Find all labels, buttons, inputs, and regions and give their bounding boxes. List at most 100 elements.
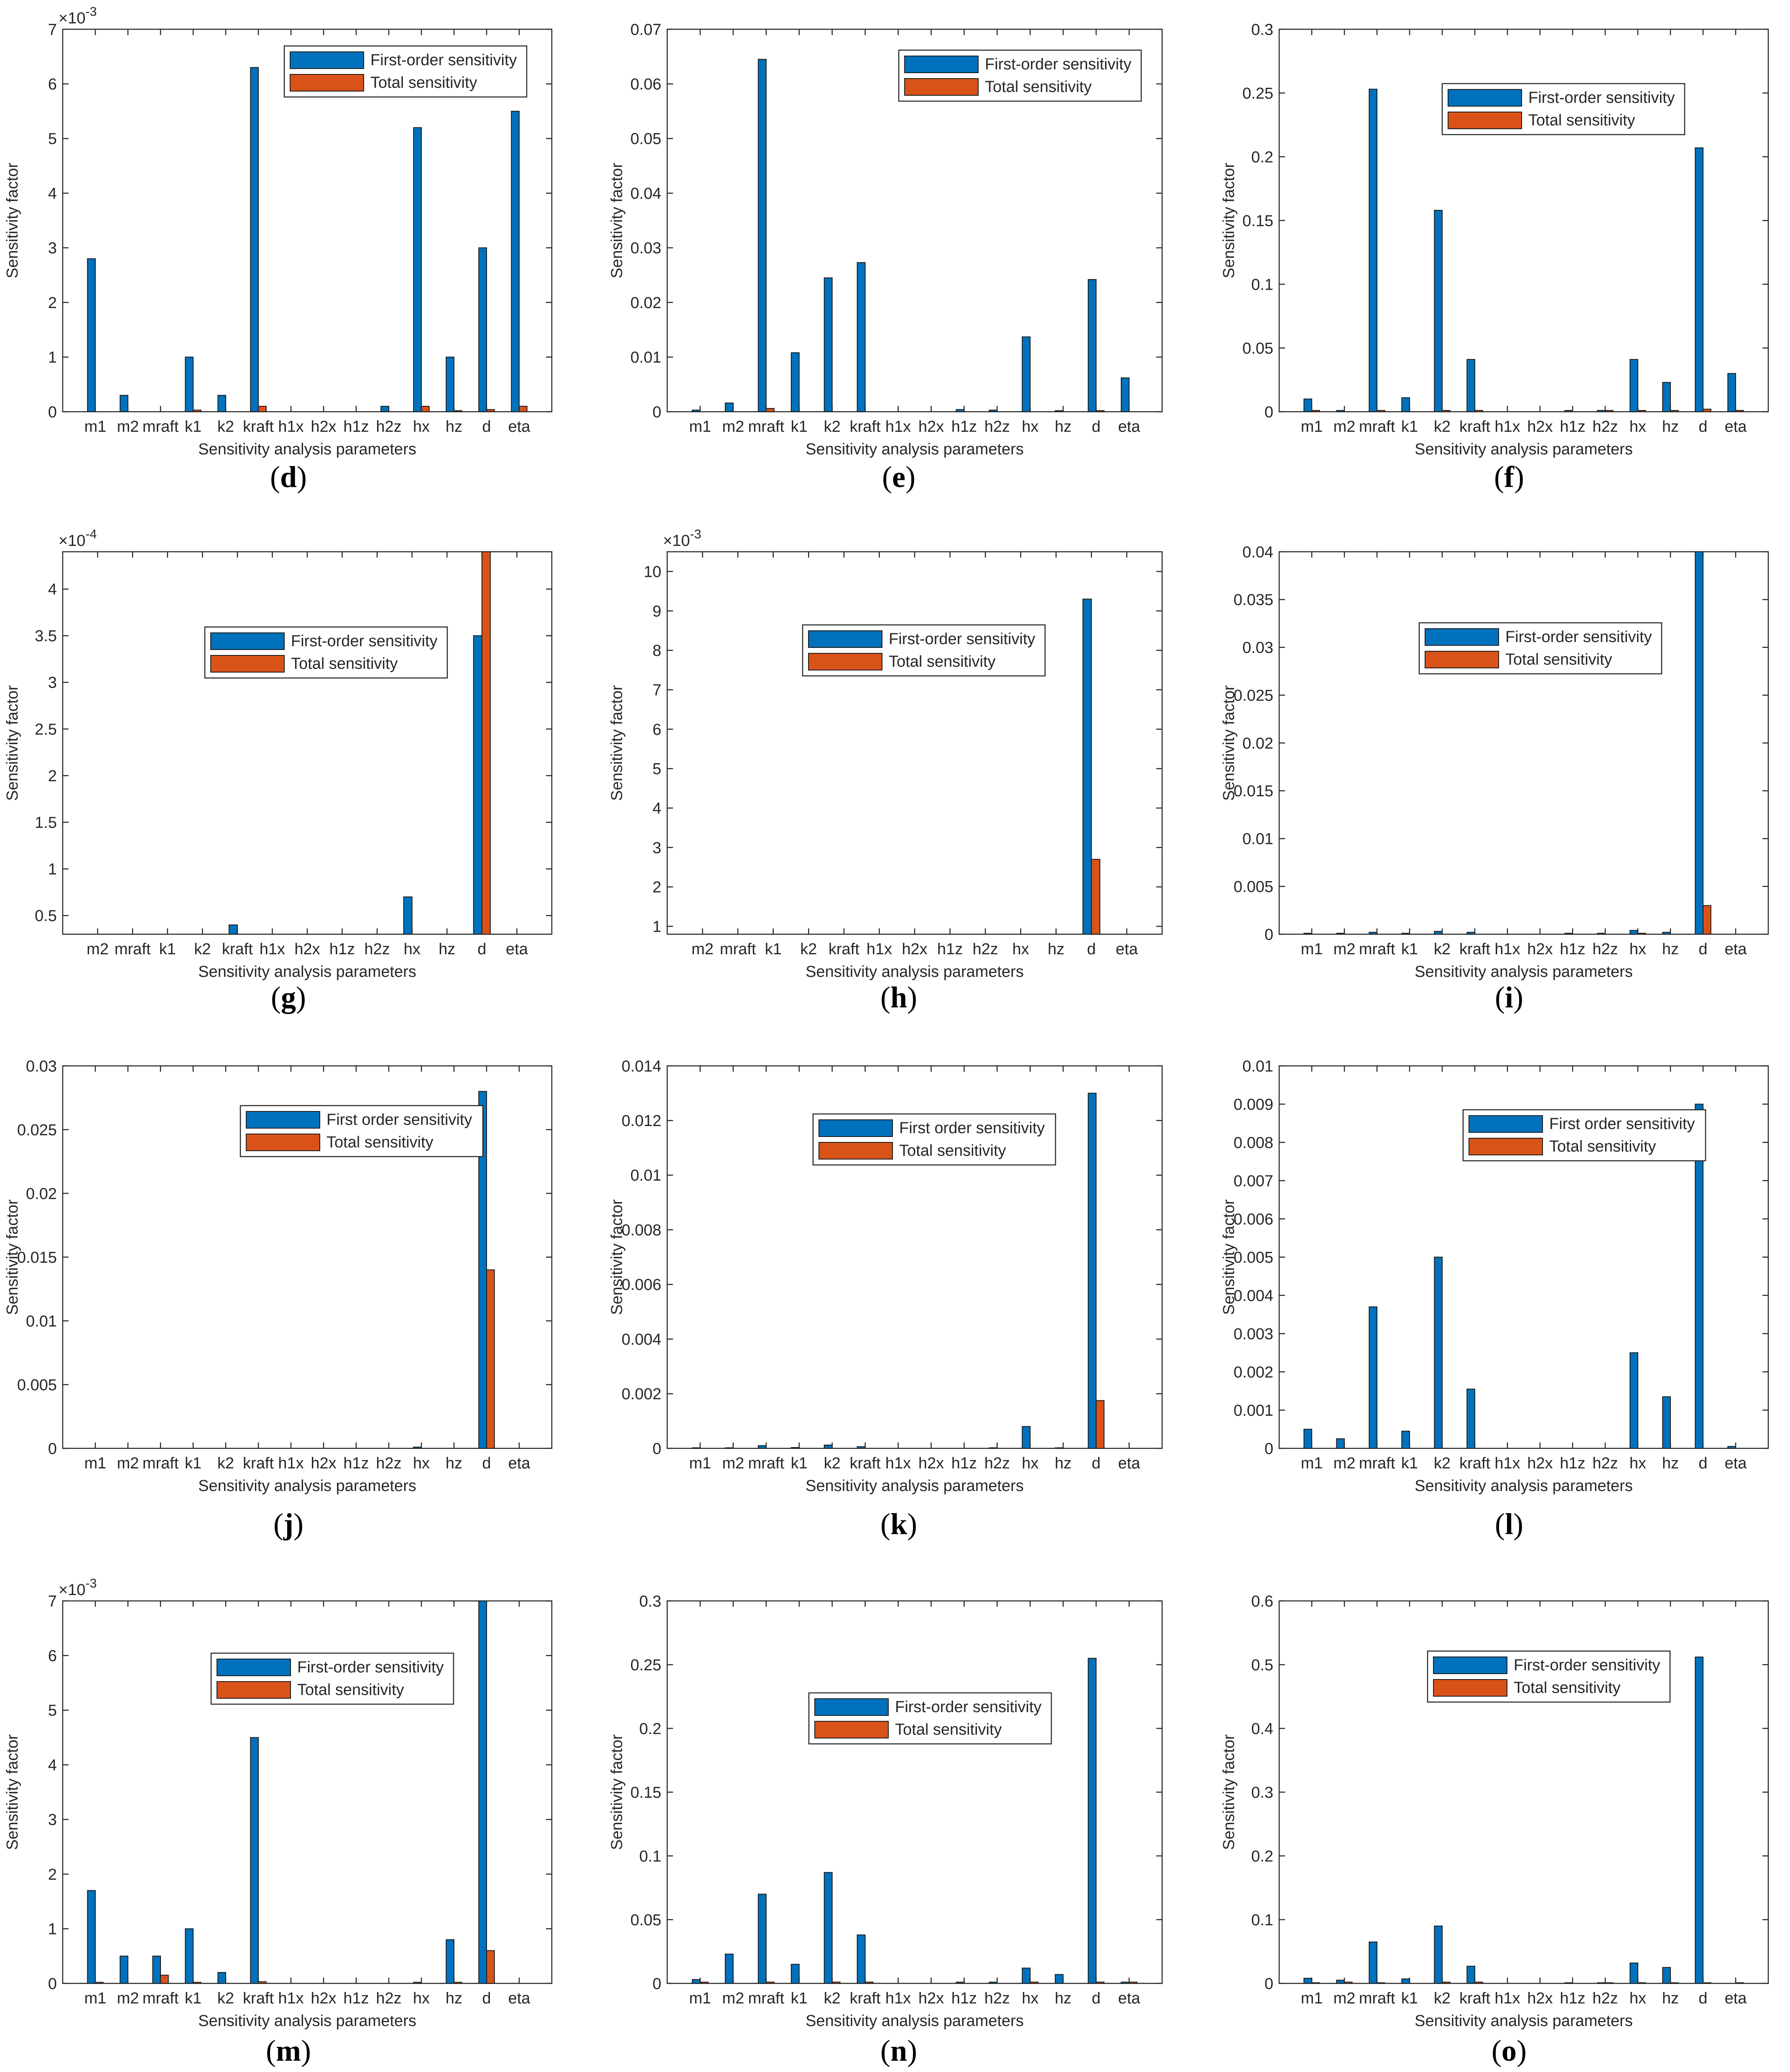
bar-total-hx — [1637, 410, 1646, 413]
x-tick-label: k1 — [1401, 1990, 1418, 2007]
x-tick-label: kraft — [243, 1990, 274, 2007]
y-tick-label: 0.006 — [622, 1276, 661, 1294]
x-tick-label: h2x — [918, 1990, 944, 2007]
x-tick-label: k2 — [824, 1990, 841, 2007]
legend-swatch-first-order — [290, 51, 364, 69]
legend-label: Total sensitivity — [297, 1681, 404, 1699]
x-tick-label: h1z — [343, 1990, 369, 2007]
bar-first-order-h2z — [1597, 410, 1606, 413]
y-tick-label: 0 — [48, 1975, 57, 1993]
bar-first-order-k1 — [1401, 397, 1410, 413]
x-tick-label: mraft — [748, 418, 785, 436]
x-tick-label: hz — [446, 418, 462, 436]
bar-first-order-mraft — [757, 1445, 767, 1449]
bar-first-order-k2 — [1434, 1925, 1443, 1984]
x-tick-label: eta — [1118, 1990, 1141, 2007]
bar-first-order-eta — [1121, 377, 1130, 413]
x-tick-label: k2 — [824, 1455, 841, 1472]
x-tick-label: hx — [1629, 940, 1646, 958]
bar-first-order-hz — [446, 357, 455, 412]
x-tick-label: h1x — [1494, 940, 1520, 958]
x-tick-label: m1 — [84, 1455, 107, 1472]
y-tick-label: 5 — [48, 1702, 57, 1720]
y-axis-title: Sensitivity factor — [4, 1734, 21, 1850]
x-tick-label: hx — [1022, 1990, 1038, 2007]
x-axis-title: Sensitivity analysis parameters — [198, 441, 416, 458]
bar-first-order-d — [1695, 551, 1704, 935]
bar-total-kraft — [258, 405, 267, 413]
x-tick-label: h1z — [1560, 418, 1585, 436]
legend-label: Total sensitivity — [1505, 651, 1612, 668]
bar-total-k2 — [1442, 1981, 1451, 1984]
x-tick-label: h1z — [1560, 1990, 1585, 2007]
legend: First-order sensitivity Total sensitivity — [1427, 1650, 1671, 1703]
bar-first-order-k1 — [1401, 1978, 1410, 1984]
legend: First-order sensitivity Total sensitivity — [898, 49, 1142, 102]
bar-first-order-m2 — [120, 1955, 128, 1984]
x-tick-label: k2 — [1434, 1990, 1451, 2007]
x-tick-label: eta — [1118, 1455, 1141, 1472]
bar-first-order-k1 — [185, 357, 194, 412]
bar-first-order-h2z — [1597, 933, 1606, 935]
panel-caption: (k) — [880, 1507, 917, 1541]
x-tick-label: h1z — [329, 940, 355, 958]
caption-letter: o — [1502, 2034, 1517, 2067]
bar-first-order-d — [1695, 1104, 1704, 1449]
bar-first-order-hx — [413, 127, 422, 412]
caption-paren-open: ( — [266, 2034, 276, 2067]
x-tick-label: k1 — [791, 418, 808, 436]
y-tick-label: 0.05 — [1242, 340, 1273, 357]
x-tick-label: mraft — [748, 1990, 785, 2007]
x-axis-title: Sensitivity analysis parameters — [806, 1477, 1024, 1495]
x-tick-label: m2 — [691, 940, 714, 958]
y-tick-label: 0.009 — [1234, 1096, 1273, 1114]
bar-first-order-d — [478, 247, 487, 412]
x-tick-label: eta — [508, 1990, 531, 2007]
caption-paren-open: ( — [1492, 2034, 1502, 2067]
x-tick-label: hz — [1055, 1455, 1071, 1472]
bar-first-order-mraft — [1369, 89, 1378, 413]
y-tick-label: 0.5 — [1251, 1657, 1273, 1674]
bar-total-d — [1096, 410, 1105, 413]
y-tick-label: 0.25 — [1242, 85, 1273, 102]
bar-first-order-k1 — [1401, 1430, 1410, 1449]
x-tick-label: k2 — [824, 418, 841, 436]
legend-swatch-first-order — [814, 1698, 889, 1716]
bar-total-k2 — [831, 1981, 841, 1984]
bar-first-order-m2 — [1336, 1980, 1345, 1984]
y-axis-title: Sensitivity factor — [608, 1734, 626, 1850]
x-tick-label: mraft — [115, 940, 151, 958]
legend-label: Total sensitivity — [985, 78, 1092, 96]
x-tick-label: h2x — [918, 418, 944, 436]
caption-paren-close: ) — [296, 981, 306, 1014]
legend: First-order sensitivity Total sensitivity — [204, 626, 448, 679]
x-tick-label: mraft — [1359, 940, 1395, 958]
plot-frame — [666, 1065, 1163, 1449]
x-tick-label: k2 — [217, 1455, 234, 1472]
bar-first-order-h2z — [380, 405, 390, 413]
bar-first-order-hx — [1629, 359, 1639, 413]
bar-first-order-k2 — [217, 1972, 227, 1984]
x-tick-label: mraft — [720, 940, 756, 958]
x-tick-label: mraft — [143, 1455, 179, 1472]
x-tick-label: h2z — [1592, 418, 1618, 436]
caption-letter: k — [890, 1507, 907, 1541]
x-tick-label: m1 — [84, 1990, 107, 2007]
x-tick-label: kraft — [1459, 418, 1490, 436]
x-tick-label: h2z — [376, 1990, 401, 2007]
bar-first-order-kraft — [228, 924, 238, 935]
bar-first-order-m2 — [724, 1953, 734, 1984]
y-tick-label: 0.03 — [26, 1058, 57, 1075]
legend-swatch-total — [1433, 1679, 1507, 1697]
bar-total-d — [481, 551, 491, 935]
bar-total-d — [486, 1269, 495, 1449]
y-tick-label: 0 — [48, 1440, 57, 1458]
x-tick-label: hx — [1022, 1455, 1038, 1472]
y-tick-label: 0.02 — [26, 1185, 57, 1203]
x-tick-label: k1 — [791, 1990, 808, 2007]
y-tick-label: 2 — [653, 879, 661, 896]
bar-total-k1 — [193, 1982, 201, 1984]
y-tick-label: 2.5 — [35, 721, 57, 738]
x-tick-label: eta — [1725, 1455, 1747, 1472]
